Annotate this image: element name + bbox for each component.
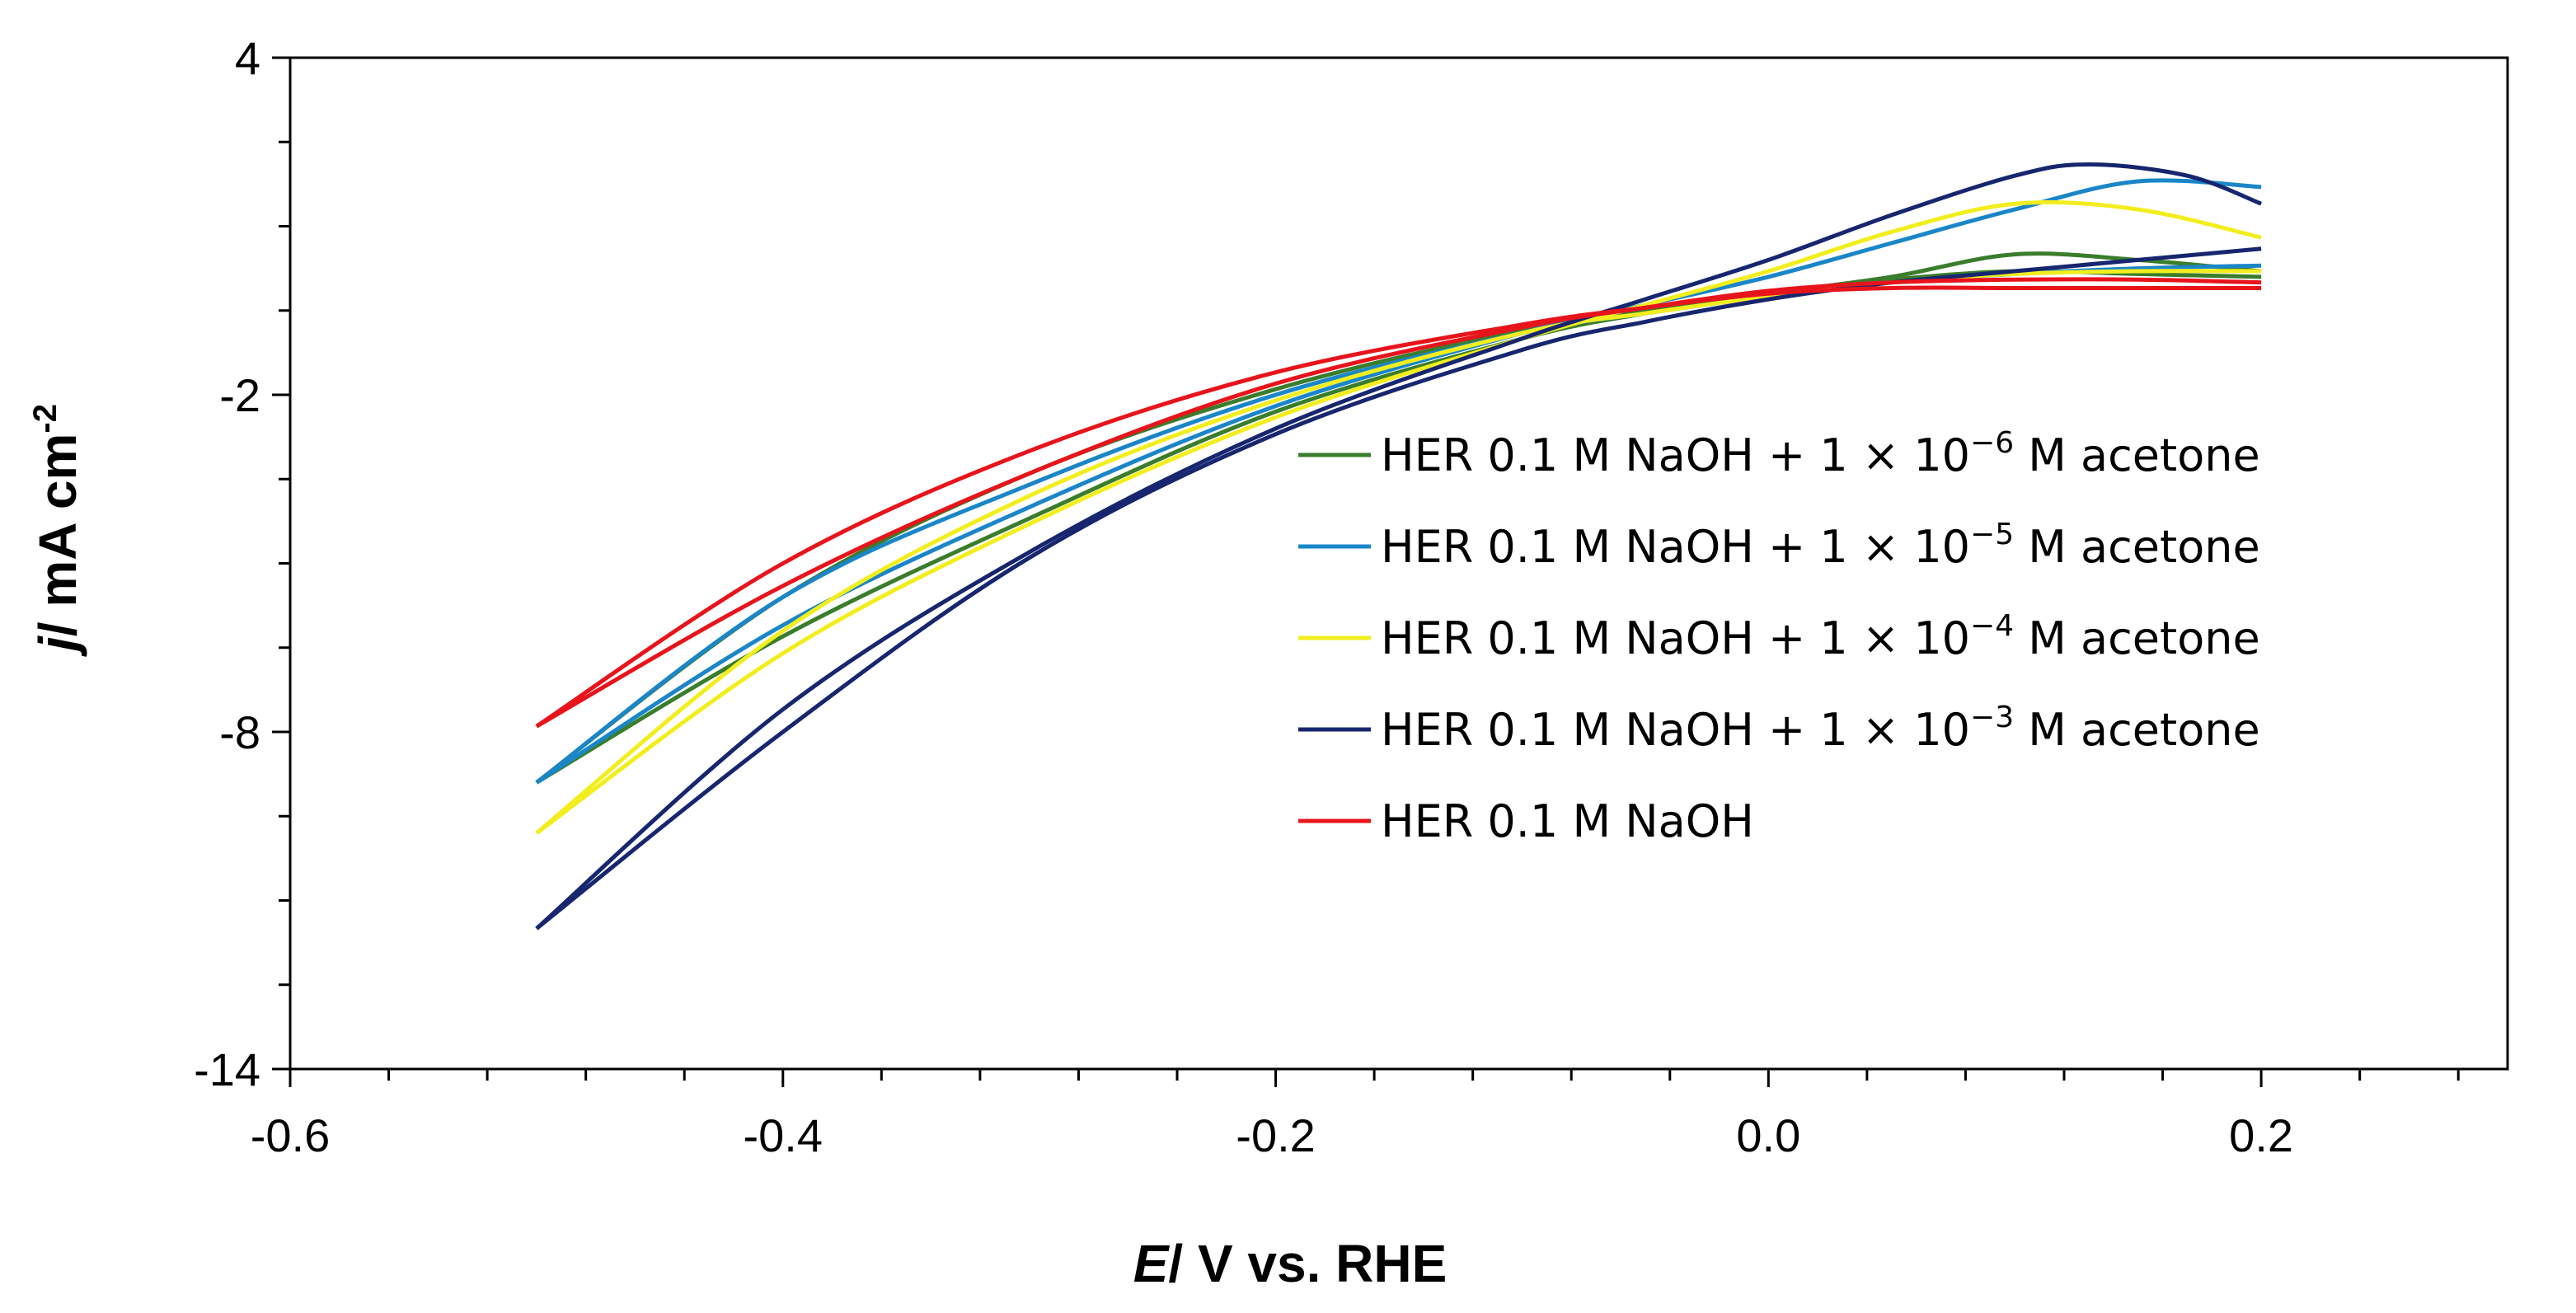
x-axis-title: E/ V vs. RHE <box>1133 1234 1448 1293</box>
legend-label: HER 0.1 M NaOH + 1 × 10−4 M acetone <box>1381 609 2260 664</box>
series-layer <box>535 162 2262 931</box>
legend-label: HER 0.1 M NaOH + 1 × 10−5 M acetone <box>1381 518 2260 573</box>
legend-label-text: HER 0.1 M NaOH + 1 × 10 <box>1381 429 1970 481</box>
legend-label-unit: M acetone <box>2014 429 2260 481</box>
legend-label-text: HER 0.1 M NaOH + 1 × 10 <box>1381 521 1970 573</box>
x-tick-label: 0.2 <box>2229 1109 2293 1161</box>
series-4-anodic-line <box>535 162 2262 931</box>
series-5-anodic-line <box>535 277 2262 729</box>
legend-label-sup: −6 <box>1970 426 2014 460</box>
legend-label-text: HER 0.1 M NaOH + 1 × 10 <box>1381 612 1970 664</box>
y-axis-title-rest: / mA cm <box>28 434 87 637</box>
legend-label-sup: −3 <box>1970 701 2014 734</box>
y-axis-title: j/ mA cm-2 <box>27 404 87 657</box>
x-tick-label: -0.2 <box>1236 1109 1316 1161</box>
legend-label-sup: −5 <box>1970 518 2014 551</box>
legend-label-unit: M acetone <box>2014 612 2260 664</box>
y-tick-label: -8 <box>219 706 260 758</box>
legend-label-unit: M acetone <box>2014 704 2260 756</box>
x-tick-label: -0.4 <box>744 1109 823 1161</box>
ticks-layer: -0.6 -0.4 -0.2 0.0 0.2 4 -2 -8 -14 <box>194 32 2460 1161</box>
x-tick-label: -0.6 <box>251 1109 331 1161</box>
y-axis-title-italic: j <box>28 635 87 657</box>
y-tick-label: -14 <box>194 1043 260 1095</box>
legend-label-sup: −4 <box>1970 609 2014 643</box>
x-axis-title-italic: E <box>1133 1234 1171 1293</box>
y-axis-title-sup: -2 <box>27 404 63 434</box>
x-axis-title-rest: / V vs. RHE <box>1168 1234 1447 1293</box>
y-tick-label: -2 <box>219 369 260 421</box>
legend-label-unit: M acetone <box>2014 521 2260 573</box>
legend-label-text: HER 0.1 M NaOH + 1 × 10 <box>1381 704 1970 756</box>
x-tick-label: 0.0 <box>1736 1109 1800 1161</box>
legend-label-text: HER 0.1 M NaOH <box>1381 795 1754 847</box>
legend-label: HER 0.1 M NaOH + 1 × 10−3 M acetone <box>1381 701 2260 756</box>
legend-label: HER 0.1 M NaOH <box>1381 795 1754 847</box>
y-tick-label: 4 <box>235 32 260 84</box>
series-4-cathodic-line <box>535 246 2262 931</box>
legend-label: HER 0.1 M NaOH + 1 × 10−6 M acetone <box>1381 426 2260 481</box>
